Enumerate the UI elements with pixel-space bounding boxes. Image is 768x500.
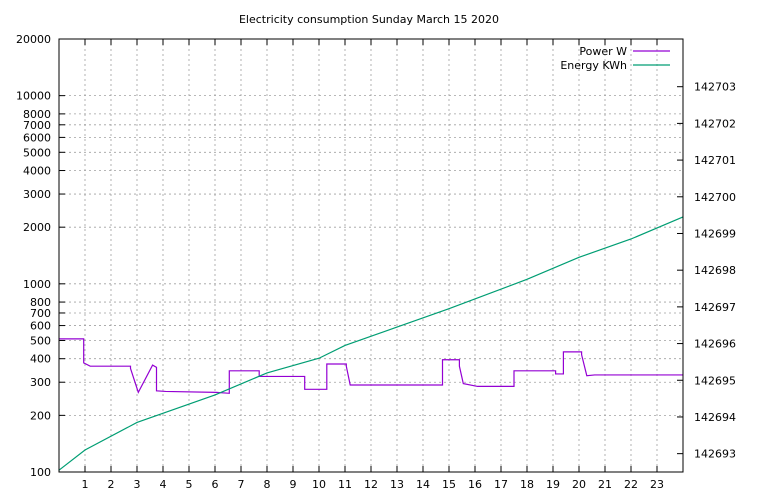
y-left-tick-label: 5000 bbox=[23, 146, 51, 159]
x-tick-label: 7 bbox=[238, 478, 245, 491]
plot-border bbox=[58, 38, 684, 473]
y-left-tick-label: 500 bbox=[30, 334, 51, 347]
x-tick-label: 4 bbox=[160, 478, 167, 491]
legend-label: Energy KWh bbox=[560, 59, 627, 72]
y-left-tick-label: 7000 bbox=[23, 119, 51, 132]
series-line-power bbox=[59, 338, 683, 394]
x-tick-label: 3 bbox=[134, 478, 141, 491]
y-left-tick-label: 700 bbox=[30, 307, 51, 320]
y-left-tick-label: 300 bbox=[30, 376, 51, 389]
y-left-tick-label: 8000 bbox=[23, 108, 51, 121]
y-right-tick-label: 142695 bbox=[694, 374, 736, 387]
x-tick-label: 12 bbox=[364, 478, 378, 491]
y-left-tick-label: 200 bbox=[30, 409, 51, 422]
y-right-tick-label: 142694 bbox=[694, 411, 736, 424]
y-left-tick-label: 10000 bbox=[16, 90, 51, 103]
x-tick-label: 19 bbox=[546, 478, 560, 491]
y-left-tick-label: 2000 bbox=[23, 221, 51, 234]
y-right-tick-label: 142703 bbox=[694, 81, 736, 94]
x-tick-label: 6 bbox=[212, 478, 219, 491]
ticks: 1 2 3 4 5 6 7 8 9 10 11 12 13 14 15 16 17 18 19 20 21 22 23100… bbox=[16, 33, 736, 491]
series bbox=[58, 216, 684, 471]
y-left-tick-label: 4000 bbox=[23, 165, 51, 178]
x-tick-label: 14 bbox=[416, 478, 430, 491]
x-tick-label: 10 bbox=[312, 478, 326, 491]
y-left-tick-label: 3000 bbox=[23, 188, 51, 201]
series-line-energy bbox=[58, 216, 684, 471]
y-right-tick-label: 142697 bbox=[694, 301, 736, 314]
legend-label: Power W bbox=[579, 45, 627, 58]
x-tick-label: 15 bbox=[442, 478, 456, 491]
y-right-tick-label: 142700 bbox=[694, 191, 736, 204]
x-tick-label: 2 bbox=[108, 478, 115, 491]
grid bbox=[59, 38, 683, 473]
x-tick-label: 23 bbox=[650, 478, 664, 491]
x-tick-label: 11 bbox=[338, 478, 352, 491]
y-left-tick-label: 800 bbox=[30, 296, 51, 309]
y-left-tick-label: 100 bbox=[30, 466, 51, 479]
x-tick-label: 9 bbox=[290, 478, 297, 491]
y-left-tick-label: 20000 bbox=[16, 33, 51, 46]
y-left-tick-label: 600 bbox=[30, 320, 51, 333]
y-left-tick-label: 6000 bbox=[23, 131, 51, 144]
x-tick-label: 8 bbox=[264, 478, 271, 491]
y-left-tick-label: 400 bbox=[30, 353, 51, 366]
y-left-tick-label: 1000 bbox=[23, 278, 51, 291]
chart-title: Electricity consumption Sunday March 15 … bbox=[239, 13, 499, 26]
x-tick-label: 18 bbox=[520, 478, 534, 491]
x-tick-label: 13 bbox=[390, 478, 404, 491]
x-tick-label: 20 bbox=[572, 478, 586, 491]
y-right-tick-label: 142702 bbox=[694, 117, 736, 130]
x-tick-label: 5 bbox=[186, 478, 193, 491]
x-tick-label: 22 bbox=[624, 478, 638, 491]
x-tick-label: 16 bbox=[468, 478, 482, 491]
x-tick-label: 1 bbox=[82, 478, 89, 491]
y-right-tick-label: 142696 bbox=[694, 338, 736, 351]
y-right-tick-label: 142699 bbox=[694, 227, 736, 240]
y-right-tick-label: 142698 bbox=[694, 264, 736, 277]
x-tick-label: 21 bbox=[598, 478, 612, 491]
y-right-tick-label: 142701 bbox=[694, 154, 736, 167]
y-right-tick-label: 142693 bbox=[694, 448, 736, 461]
x-tick-label: 17 bbox=[494, 478, 508, 491]
